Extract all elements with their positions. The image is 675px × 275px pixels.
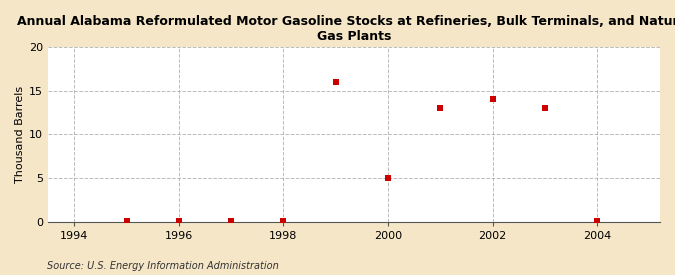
Point: [487, 97, 498, 101]
Text: Source: U.S. Energy Information Administration: Source: U.S. Energy Information Administ…: [47, 261, 279, 271]
Point: [383, 176, 394, 180]
Point: [592, 219, 603, 224]
Point: [225, 219, 236, 224]
Point: [539, 106, 550, 110]
Point: [278, 219, 289, 224]
Point: [173, 219, 184, 224]
Point: [122, 219, 132, 224]
Title: Annual Alabama Reformulated Motor Gasoline Stocks at Refineries, Bulk Terminals,: Annual Alabama Reformulated Motor Gasoli…: [17, 15, 675, 43]
Point: [435, 106, 446, 110]
Y-axis label: Thousand Barrels: Thousand Barrels: [15, 86, 25, 183]
Point: [330, 80, 341, 84]
